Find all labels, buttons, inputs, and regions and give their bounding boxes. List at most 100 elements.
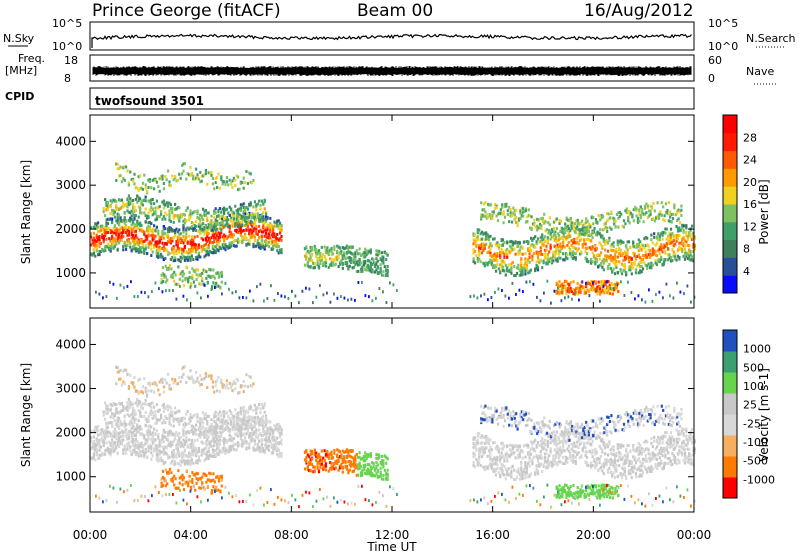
power-cell [665, 282, 668, 286]
velocity-cell [144, 442, 147, 445]
power-cell [627, 240, 631, 244]
power-cell [146, 226, 149, 230]
power-cell [491, 217, 494, 220]
power-cell [557, 252, 561, 256]
power-cell [126, 198, 129, 202]
power-cell [536, 228, 539, 232]
velocity-cell [133, 443, 136, 447]
power-cell [593, 288, 596, 292]
power-cell [580, 287, 583, 291]
power-cell [358, 260, 361, 264]
power-cell [140, 229, 143, 233]
power-cell [327, 250, 330, 254]
power-cell [613, 287, 615, 291]
power-cell [590, 216, 593, 220]
power-cell [529, 236, 533, 240]
power-cell [200, 227, 203, 231]
velocity-cell [118, 436, 121, 440]
power-cell [181, 213, 184, 217]
power-cell [260, 230, 263, 234]
power-cell [217, 210, 220, 213]
power-cell [249, 289, 251, 293]
power-cell [678, 245, 681, 249]
power-cell [524, 251, 527, 255]
velocity-cell [162, 461, 165, 465]
power-cell [539, 249, 542, 253]
power-cell [147, 234, 150, 238]
power-cell [513, 213, 516, 217]
power-cell [580, 237, 583, 241]
power-cell [259, 228, 262, 232]
power-cell [352, 260, 356, 264]
power-cell [678, 210, 682, 214]
power-cell [680, 213, 683, 217]
power-cell [595, 254, 598, 257]
power-cell [382, 290, 384, 294]
power-cell [622, 240, 625, 244]
power-cell [369, 248, 372, 252]
power-cell [143, 240, 146, 243]
power-cell [116, 215, 119, 219]
power-cell [211, 251, 214, 255]
power-cell [92, 243, 95, 247]
power-cell [343, 251, 346, 255]
power-cell [557, 256, 561, 260]
power-cell [610, 227, 613, 231]
power-cell [242, 218, 245, 222]
power-cell [224, 281, 227, 285]
power-cell [476, 296, 479, 300]
power-cell [620, 212, 623, 216]
power-cell [98, 292, 101, 296]
velocity-cell [146, 432, 149, 436]
power-cell [624, 209, 627, 213]
velocity-cell [118, 432, 121, 435]
power-cell [204, 168, 207, 172]
power-cell [613, 272, 617, 276]
power-cell [627, 219, 630, 223]
power-cell [631, 215, 634, 219]
power-cell [196, 215, 199, 219]
velocity-cell [113, 448, 116, 452]
power-cell [267, 245, 270, 248]
power-cell [127, 203, 130, 207]
power-cell [623, 258, 626, 262]
power-cell [125, 225, 128, 229]
power-cell [330, 250, 333, 253]
velocity-cell [119, 439, 122, 443]
power-cell [263, 299, 265, 303]
power-cell [679, 241, 682, 245]
power-cell [157, 215, 160, 219]
power-cell [267, 236, 270, 240]
power-cell [480, 230, 484, 234]
power-cell [317, 251, 321, 255]
power-cell [112, 282, 115, 286]
power-cell [560, 236, 563, 240]
power-cell [171, 207, 174, 210]
power-colorbar-swatch [723, 275, 737, 294]
power-cell [365, 268, 368, 272]
power-cell [106, 207, 109, 211]
power-cell [146, 190, 149, 193]
power-cell [660, 258, 663, 261]
power-cell [344, 256, 347, 260]
velocity-cell [116, 452, 119, 456]
velocity-cell [120, 423, 123, 427]
power-cell [573, 237, 576, 241]
power-cell [160, 273, 163, 277]
power-cell [581, 244, 584, 248]
power-cell [213, 276, 216, 280]
power-cell [672, 244, 675, 248]
power-cell [520, 212, 523, 216]
velocity-cell [161, 445, 164, 449]
power-cell [514, 240, 517, 244]
power-cell [196, 209, 199, 213]
power-cell [483, 243, 486, 247]
power-cell [115, 233, 118, 237]
velocity-cell [164, 460, 167, 464]
power-cell [571, 245, 575, 249]
power-cell [260, 240, 263, 244]
power-cell [650, 238, 653, 242]
power-cell [143, 230, 146, 234]
power-cell [668, 242, 671, 245]
